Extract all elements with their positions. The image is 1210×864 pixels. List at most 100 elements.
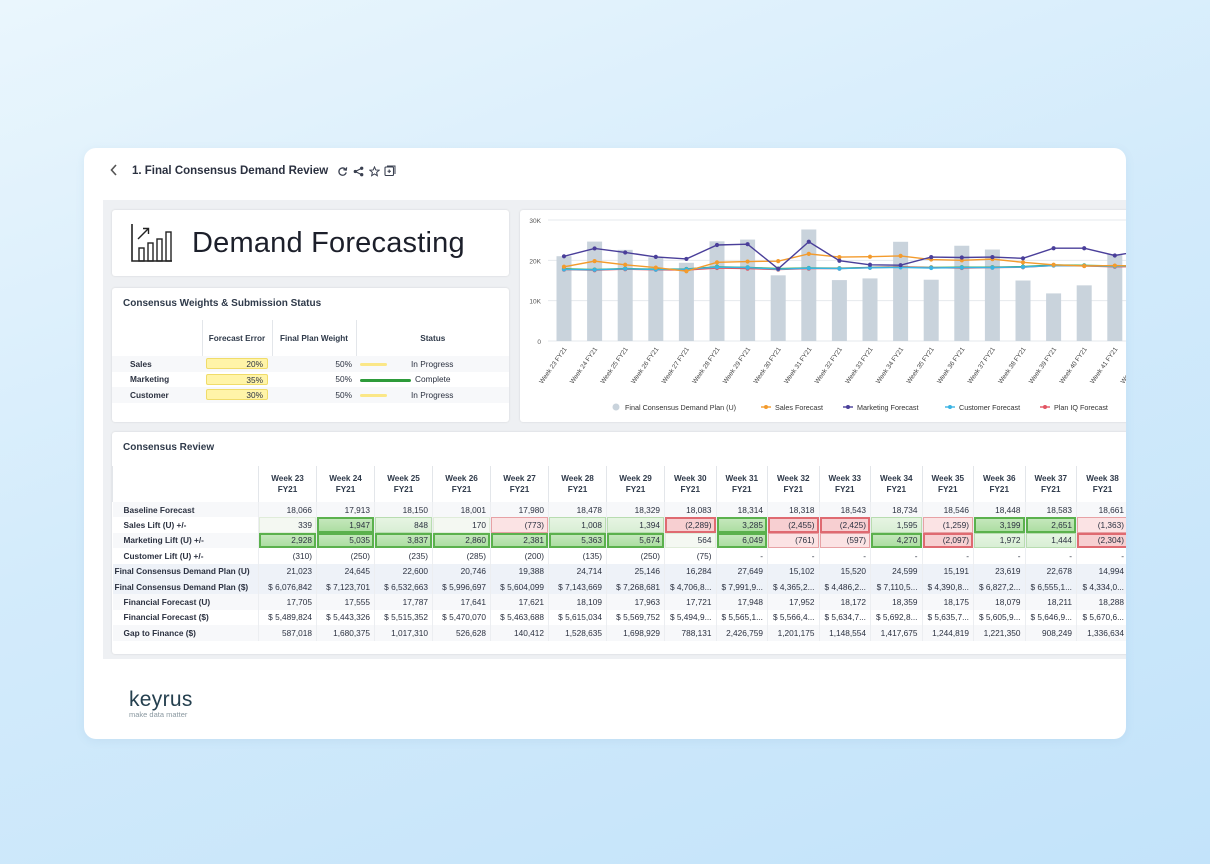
legend-marker	[1043, 405, 1047, 409]
row-label: Final Consensus Demand Plan ($)	[112, 578, 259, 595]
status-progress-bar	[360, 363, 387, 367]
table-cell: 27,649	[715, 563, 768, 579]
data-point	[1020, 264, 1026, 270]
table-cell: 18,734	[870, 502, 922, 518]
table-cell: $ 7,143,669	[548, 578, 607, 595]
bar	[770, 275, 786, 341]
table-cell: $ 5,565,1...	[715, 609, 768, 626]
legend-label: Plan IQ Forecast	[1054, 403, 1108, 412]
table-cell: (200)	[490, 548, 549, 564]
table-cell: 18,001	[432, 502, 491, 518]
bar	[678, 262, 694, 341]
status-progress-bar	[360, 394, 387, 398]
data-point	[776, 259, 781, 264]
table-cell: 4,270	[870, 532, 922, 549]
x-tick-label: Week 28 FY21	[691, 346, 722, 385]
consensus-review-table: Week 23 FY21 Week 24 FY21 Week 25 FY21 Week…	[112, 466, 1126, 641]
table-cell: 23,619	[973, 563, 1025, 579]
table-cell: 18,172	[818, 594, 871, 610]
column-header: Week 30 FY21	[664, 466, 716, 502]
table-cell: 20,746	[432, 563, 491, 579]
add-to-collection-button[interactable]	[382, 163, 398, 179]
forecast-error-value: 35%	[206, 373, 268, 385]
table-cell: 1,595	[870, 517, 922, 533]
table-cell: (310)	[258, 548, 317, 564]
favorite-button[interactable]	[366, 163, 382, 179]
table-cell: 3,285	[715, 517, 768, 533]
share-button[interactable]	[350, 163, 366, 179]
x-tick-label: Week 42 FY21	[1120, 346, 1126, 385]
table-cell: (1,259)	[921, 517, 974, 533]
table-cell: 18,079	[973, 594, 1025, 610]
table-cell: 339	[258, 517, 317, 533]
y-tick-label: 10K	[529, 299, 541, 306]
legend-marker	[612, 403, 620, 411]
data-point	[1112, 263, 1117, 268]
table-cell: 1,221,350	[973, 625, 1025, 641]
table-cell: 1,528,635	[548, 625, 607, 641]
data-point	[1082, 263, 1087, 269]
legend-label: Final Consensus Demand Plan (U)	[625, 403, 736, 412]
refresh-button[interactable]	[334, 163, 350, 179]
column-header: Week 29 FY21	[606, 466, 665, 502]
data-point	[653, 254, 658, 260]
table-cell: (773)	[490, 517, 549, 533]
bar	[1107, 254, 1123, 341]
table-cell: 3,199	[973, 517, 1025, 533]
row-label: Financial Forecast ($)	[123, 612, 209, 623]
data-point	[1051, 262, 1056, 267]
table-cell: 14,994	[1076, 563, 1126, 579]
table-cell: $ 5,670,6...	[1076, 609, 1126, 626]
plan-weight-value: 50%	[335, 374, 352, 385]
bar	[831, 280, 847, 341]
table-cell: 2,860	[432, 532, 491, 549]
data-point	[745, 265, 750, 270]
table-cell: 17,963	[606, 594, 665, 610]
table-cell: 17,980	[490, 502, 549, 518]
table-cell: 1,148,554	[818, 625, 871, 641]
bar	[801, 229, 817, 341]
y-tick-label: 30K	[529, 218, 541, 225]
bar	[1046, 293, 1062, 341]
data-point	[959, 265, 964, 270]
table-cell: 18,150	[374, 502, 433, 518]
data-point	[806, 239, 811, 244]
table-cell: $ 5,494,9...	[664, 609, 716, 626]
row-label: Gap to Finance ($)	[112, 625, 259, 641]
x-tick-label: Week 39 FY21	[1028, 346, 1059, 385]
table-cell: $ 5,692,8...	[870, 609, 922, 626]
data-point	[561, 254, 567, 259]
table-cell: 788,131	[664, 625, 716, 641]
table-cell: 18,175	[921, 594, 974, 610]
table-cell: $ 4,334,0...	[1076, 578, 1126, 595]
status-text: In Progress	[411, 389, 454, 400]
data-point	[990, 265, 995, 270]
page-title: 1. Final Consensus Demand Review	[132, 165, 329, 177]
table-cell: 2,426,759	[715, 625, 768, 641]
data-point	[592, 267, 597, 272]
data-point	[653, 265, 658, 270]
forecast-error-value: 30%	[206, 389, 268, 401]
data-point	[837, 258, 842, 263]
column-header: Week 32 FY21	[767, 466, 819, 502]
row-label: Financial Forecast (U)	[112, 594, 259, 610]
table-cell: $ 5,515,352	[374, 609, 433, 626]
data-point	[714, 265, 720, 270]
data-point	[1112, 253, 1117, 258]
table-cell: $ 5,646,9...	[1024, 609, 1077, 626]
add-collection-icon	[384, 165, 396, 177]
column-header: Week 25 FY21	[374, 466, 433, 502]
data-point	[898, 263, 903, 268]
table-cell: (2,097)	[921, 532, 974, 549]
review-header-row: Week 23 FY21 Week 24 FY21 Week 25 FY21 Week…	[112, 466, 1126, 502]
weights-table: Forecast Error Final Plan Weight Status …	[112, 320, 509, 403]
table-cell: 1,698,929	[606, 625, 665, 641]
table-cell: 1,417,675	[870, 625, 922, 641]
table-cell: 15,102	[767, 563, 819, 579]
data-point	[1020, 256, 1026, 261]
table-cell: $ 5,566,4...	[767, 609, 819, 626]
table-cell: 17,555	[316, 594, 375, 610]
back-button[interactable]	[110, 163, 118, 179]
table-cell: (1,363)	[1076, 517, 1126, 533]
